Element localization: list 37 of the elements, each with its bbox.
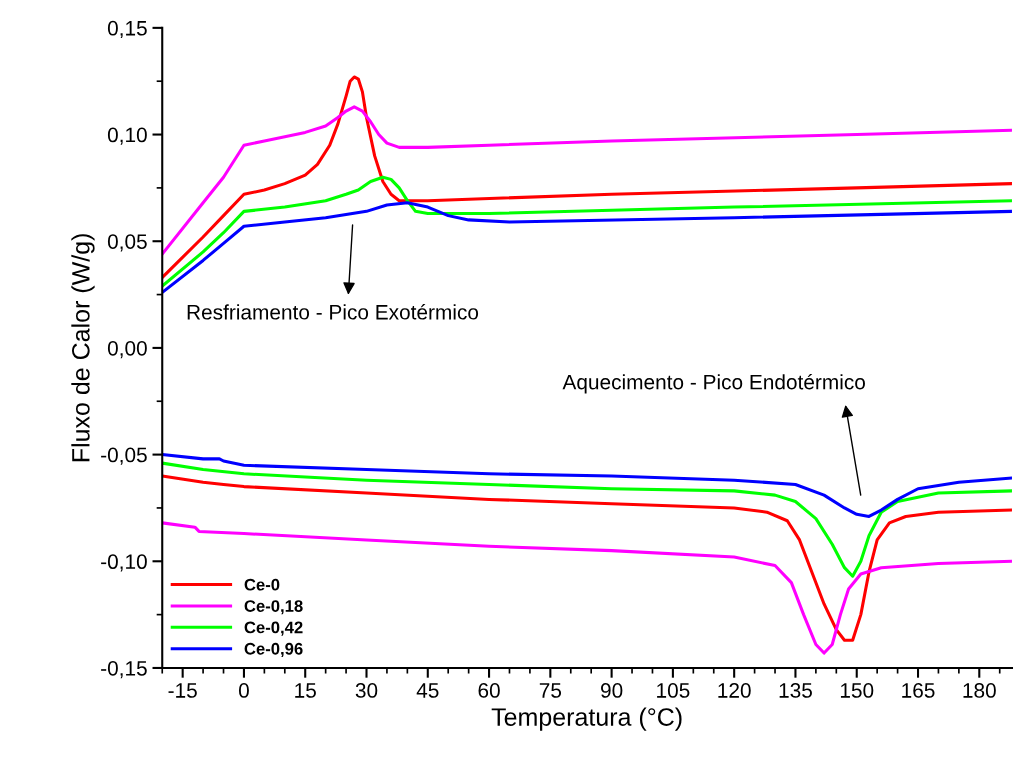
y-tick-label: -0,10 — [101, 554, 147, 572]
x-tick-label: 105 — [657, 683, 690, 698]
line-series — [162, 453, 1012, 518]
legend-label: Ce-0,18 — [244, 600, 303, 615]
x-tick-label: 75 — [539, 683, 562, 698]
line-series — [162, 175, 1012, 288]
x-tick-label: -15 — [168, 683, 197, 698]
line-series — [162, 521, 1012, 655]
x-tick-label: 15 — [295, 683, 316, 698]
line-series — [162, 75, 1012, 280]
annotation: Resfriamento - Pico Exotérmico — [187, 304, 479, 320]
y-tick-label: 0,00 — [107, 340, 147, 359]
line-series — [162, 201, 1012, 294]
legend-label: Ce-0,96 — [244, 642, 303, 658]
line-series — [162, 105, 1012, 256]
x-tick-label: 60 — [478, 683, 500, 698]
y-tick-label: 0,05 — [107, 234, 147, 252]
legend-label: Ce-0,42 — [244, 621, 303, 636]
y-axis-title: Fluxo de Calor (W/g) — [71, 234, 95, 462]
y-tick-label: -0,15 — [101, 660, 147, 679]
x-tick-label: 45 — [416, 683, 439, 698]
x-axis-title: Temperatura (°C) — [491, 707, 682, 731]
line-series — [162, 461, 1012, 578]
x-tick-label: 135 — [779, 683, 812, 698]
y-tick-label: 0,10 — [107, 127, 147, 145]
x-tick-label: 120 — [718, 683, 751, 698]
x-tick-label: 165 — [902, 683, 935, 698]
x-tick-label: 90 — [601, 683, 623, 698]
x-tick-label: 30 — [355, 683, 378, 698]
legend-label: Ce-0 — [244, 578, 280, 591]
annotation: Aquecimento - Pico Endotérmico — [562, 373, 865, 394]
x-tick-label: 0 — [238, 683, 249, 698]
line-series — [162, 474, 1012, 642]
y-tick-label: 0,15 — [107, 20, 147, 39]
y-tick-label: -0,05 — [101, 447, 147, 465]
x-tick-label: 180 — [963, 683, 996, 698]
x-tick-label: 150 — [840, 683, 874, 698]
